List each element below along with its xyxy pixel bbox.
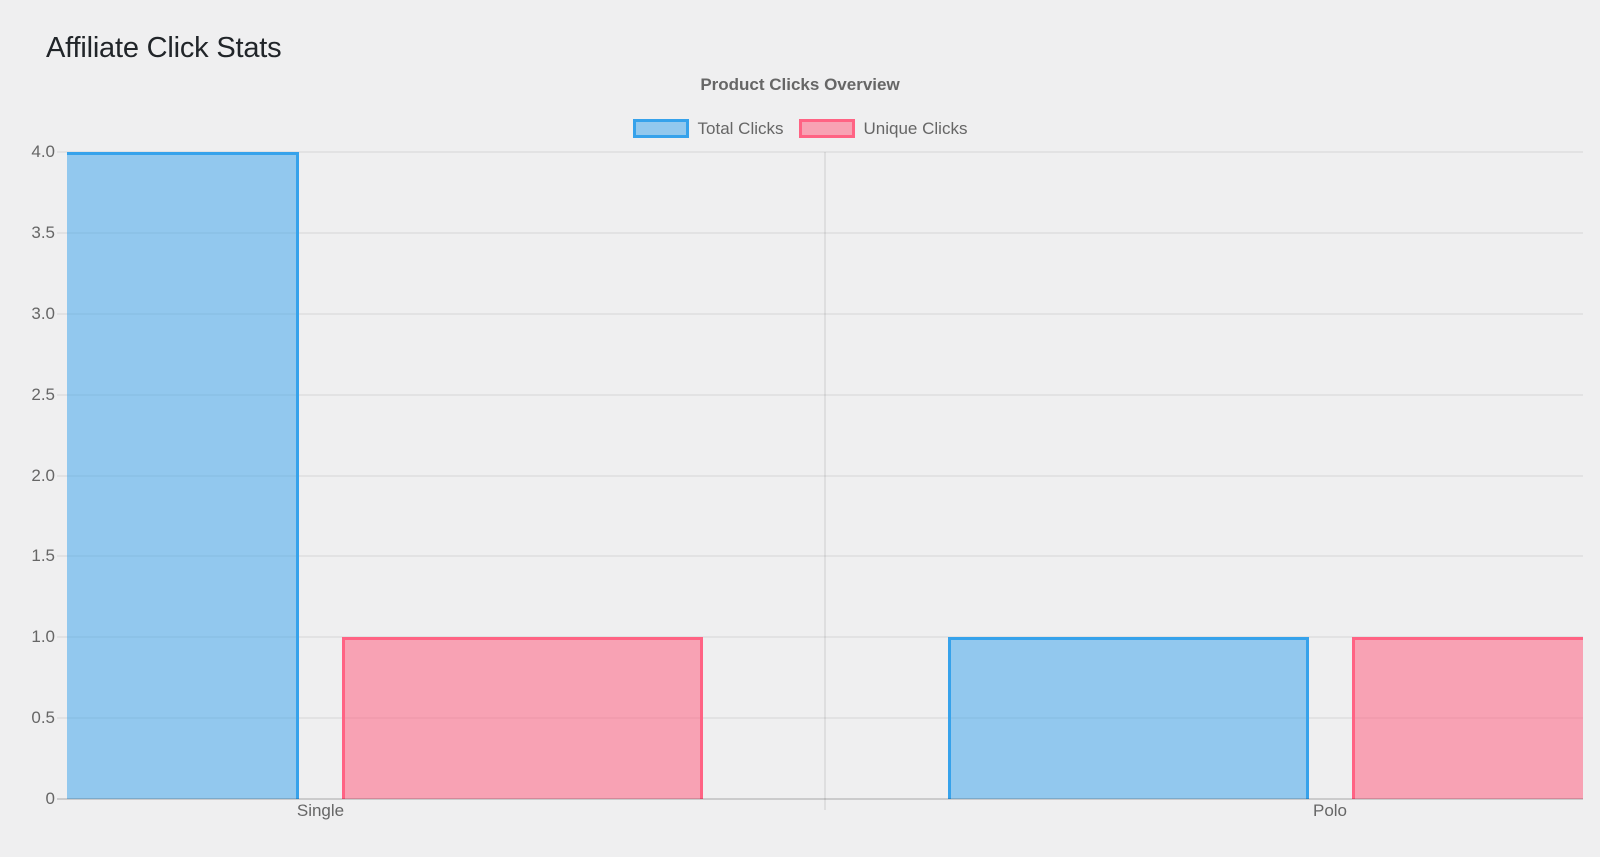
chart-legend: Total Clicks Unique Clicks [0, 119, 1600, 138]
y-axis-tick-label: 4.0 [31, 142, 55, 161]
y-axis-tick-label: 2.0 [31, 465, 55, 485]
legend-item-unique-clicks[interactable]: Unique Clicks [798, 119, 968, 138]
bar-total-clicks-polo[interactable] [947, 637, 1309, 799]
bar-unique-clicks-single[interactable] [342, 637, 703, 799]
y-gridline [57, 393, 1583, 396]
y-gridline [57, 231, 1583, 234]
y-axis-tick-label: 1.5 [31, 546, 55, 566]
x-axis-category-label: Polo [1312, 801, 1348, 820]
legend-swatch-icon [632, 119, 689, 138]
y-gridline [57, 312, 1583, 315]
x-axis-category-label: Single [296, 801, 345, 820]
y-axis-tick-label: 3.0 [31, 303, 55, 323]
chart-title: Product Clicks Overview [700, 75, 900, 94]
y-gridline [57, 555, 1583, 558]
y-axis-tick-label: 0 [45, 789, 55, 808]
legend-label: Total Clicks [697, 119, 784, 138]
x-gridline [824, 152, 827, 810]
legend-swatch-icon [798, 119, 855, 138]
y-gridline [57, 636, 1583, 639]
page-title: Affiliate Click Stats [46, 32, 282, 65]
y-axis-tick-label: 3.5 [31, 222, 55, 242]
y-axis-tick-label: 0.5 [31, 708, 55, 728]
y-gridline [57, 151, 1583, 153]
legend-item-total-clicks[interactable]: Total Clicks [632, 119, 784, 138]
y-gridline [57, 717, 1583, 720]
y-axis-tick-label: 2.5 [31, 384, 55, 404]
bar-total-clicks-single[interactable] [67, 152, 299, 799]
x-axis-line [57, 798, 1583, 800]
legend-label: Unique Clicks [863, 119, 968, 138]
y-axis-tick-label: 1.0 [31, 627, 55, 647]
bar-unique-clicks-polo[interactable] [1351, 637, 1583, 799]
y-gridline [57, 474, 1583, 477]
